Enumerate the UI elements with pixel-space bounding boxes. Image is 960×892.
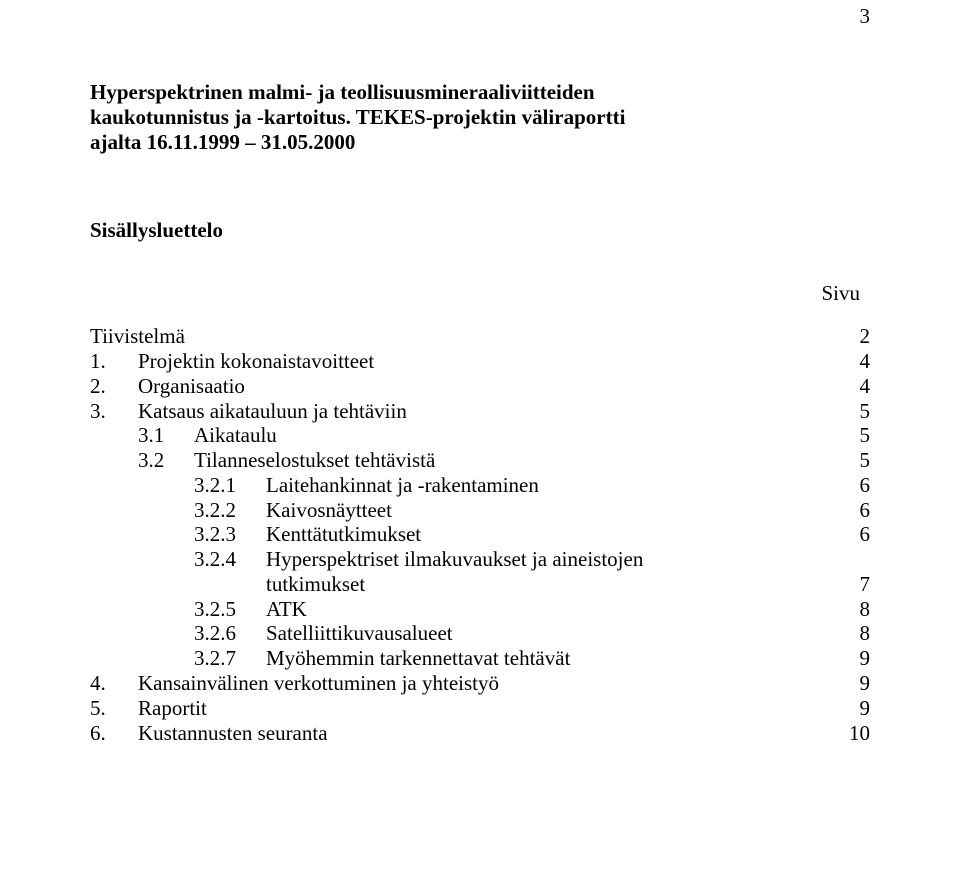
toc-entry: 3.2.2Kaivosnäytteet 6 bbox=[90, 498, 870, 523]
toc-entry-text: ATK bbox=[266, 597, 307, 622]
title-line: kaukotunnistus ja -kartoitus. TEKES-proj… bbox=[90, 105, 870, 130]
toc-entry-text: Aikataulu bbox=[194, 423, 277, 448]
toc-entry-page: 5 bbox=[820, 423, 870, 448]
table-of-contents: Tiivistelmä 2 1.Projektin kokonaistavoit… bbox=[90, 324, 870, 745]
toc-entry-page: 9 bbox=[820, 696, 870, 721]
toc-entry-number: 5. bbox=[90, 696, 138, 721]
toc-entry-number: 3.2.2 bbox=[90, 498, 266, 523]
toc-entry: 3.2.1Laitehankinnat ja -rakentaminen 6 bbox=[90, 473, 870, 498]
toc-heading: Sisällysluettelo bbox=[90, 218, 870, 243]
toc-entry: 3.2.6Satelliittikuvausalueet 8 bbox=[90, 621, 870, 646]
toc-entry: 5.Raportit 9 bbox=[90, 696, 870, 721]
toc-entry: 3.1Aikataulu 5 bbox=[90, 423, 870, 448]
toc-entry-number: 3.2.6 bbox=[90, 621, 266, 646]
toc-entry-text: Kenttätutkimukset bbox=[266, 522, 421, 547]
toc-entry: 6.Kustannusten seuranta 10 bbox=[90, 721, 870, 746]
toc-entry-page: 4 bbox=[820, 349, 870, 374]
toc-entry-page: 5 bbox=[820, 399, 870, 424]
toc-entry-number: 3.1 bbox=[90, 423, 194, 448]
document-page: 3 Hyperspektrinen malmi- ja teollisuusmi… bbox=[0, 0, 960, 892]
page-number: 3 bbox=[860, 4, 871, 29]
toc-entry-number: 3.2.7 bbox=[90, 646, 266, 671]
toc-entry: 3.2.5ATK 8 bbox=[90, 597, 870, 622]
toc-entry-page: 7 bbox=[820, 572, 870, 597]
toc-entry: 3.2.3Kenttätutkimukset 6 bbox=[90, 522, 870, 547]
toc-entry-number: 3.2.3 bbox=[90, 522, 266, 547]
toc-entry-page: 6 bbox=[820, 498, 870, 523]
toc-entry: 2.Organisaatio 4 bbox=[90, 374, 870, 399]
toc-entry-page: 6 bbox=[820, 473, 870, 498]
toc-entry-text: Satelliittikuvausalueet bbox=[266, 621, 453, 646]
toc-entry-number: 3. bbox=[90, 399, 138, 424]
toc-entry-page: 8 bbox=[820, 597, 870, 622]
toc-entry-page: 9 bbox=[820, 646, 870, 671]
toc-entry-text: Hyperspektriset ilmakuvaukset ja aineist… bbox=[266, 547, 643, 572]
toc-entry-text: Tiivistelmä bbox=[90, 324, 185, 349]
toc-entry-number: 3.2.1 bbox=[90, 473, 266, 498]
toc-entry-number: 4. bbox=[90, 671, 138, 696]
toc-entry-text: Laitehankinnat ja -rakentaminen bbox=[266, 473, 539, 498]
toc-entry-text: Kaivosnäytteet bbox=[266, 498, 392, 523]
toc-entry-page: 2 bbox=[820, 324, 870, 349]
toc-entry-page: 4 bbox=[820, 374, 870, 399]
toc-page-column-label: Sivu bbox=[90, 281, 870, 306]
toc-entry-number: 3.2.5 bbox=[90, 597, 266, 622]
toc-entry-text: Organisaatio bbox=[138, 374, 245, 399]
toc-entry-number: 3.2 bbox=[90, 448, 194, 473]
title-line: Hyperspektrinen malmi- ja teollisuusmine… bbox=[90, 80, 870, 105]
toc-entry-page: 8 bbox=[820, 621, 870, 646]
toc-entry-text: Projektin kokonaistavoitteet bbox=[138, 349, 374, 374]
toc-entry-page: 5 bbox=[820, 448, 870, 473]
toc-entry-page: 6 bbox=[820, 522, 870, 547]
toc-entry-text: Raportit bbox=[138, 696, 207, 721]
toc-entry: 3.2Tilanneselostukset tehtävistä 5 bbox=[90, 448, 870, 473]
toc-entry: 1.Projektin kokonaistavoitteet 4 bbox=[90, 349, 870, 374]
toc-entry: Tiivistelmä 2 bbox=[90, 324, 870, 349]
toc-entry-text: Kustannusten seuranta bbox=[138, 721, 328, 746]
toc-entry-number: 3.2.4 bbox=[90, 547, 266, 572]
toc-entry-text: Katsaus aikatauluun ja tehtäviin bbox=[138, 399, 407, 424]
toc-entry-text: Myöhemmin tarkennettavat tehtävät bbox=[266, 646, 570, 671]
toc-entry-text: Kansainvälinen verkottuminen ja yhteisty… bbox=[138, 671, 499, 696]
toc-entry-number: 2. bbox=[90, 374, 138, 399]
toc-entry-page: 10 bbox=[820, 721, 870, 746]
toc-entry-number: 1. bbox=[90, 349, 138, 374]
toc-entry: 3.2.7Myöhemmin tarkennettavat tehtävät 9 bbox=[90, 646, 870, 671]
toc-entry-text: tutkimukset bbox=[90, 572, 365, 597]
toc-entry-continuation: tutkimukset 7 bbox=[90, 572, 870, 597]
toc-entry-page: 9 bbox=[820, 671, 870, 696]
title-line: ajalta 16.11.1999 – 31.05.2000 bbox=[90, 130, 870, 155]
toc-entry-text: Tilanneselostukset tehtävistä bbox=[194, 448, 435, 473]
toc-entry: 3.2.4Hyperspektriset ilmakuvaukset ja ai… bbox=[90, 547, 870, 572]
toc-entry: 3.Katsaus aikatauluun ja tehtäviin 5 bbox=[90, 399, 870, 424]
document-title: Hyperspektrinen malmi- ja teollisuusmine… bbox=[90, 80, 870, 154]
toc-entry-number: 6. bbox=[90, 721, 138, 746]
toc-entry: 4.Kansainvälinen verkottuminen ja yhteis… bbox=[90, 671, 870, 696]
